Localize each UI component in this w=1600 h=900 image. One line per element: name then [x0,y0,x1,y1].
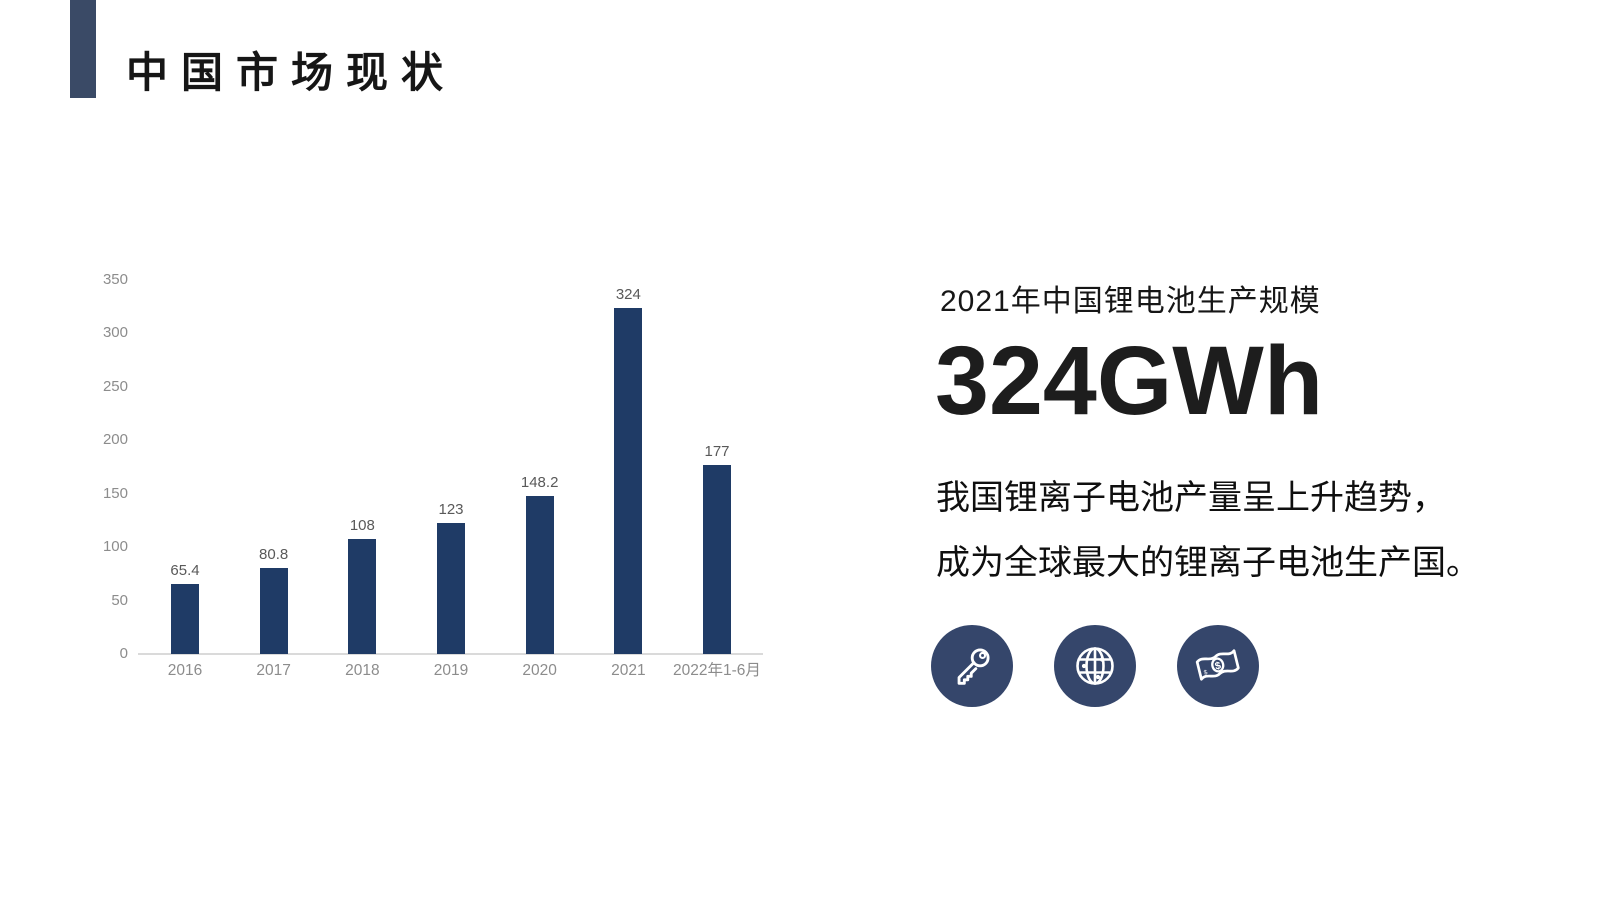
body-text-line-2: 成为全球最大的锂离子电池生产国。 [936,544,1480,582]
x-axis-line [138,653,763,655]
icons-row: $ $ [931,625,1259,707]
globe-icon [1054,625,1136,707]
x-axis-category-label: 2022年1-6月 [673,662,761,679]
bar-2019 [437,522,465,654]
svg-text:$: $ [1203,669,1209,677]
bar-value-label: 123 [438,500,464,518]
page-title: 中国市场现状 [126,49,457,96]
bar-2022年1-6月 [703,464,731,654]
banknote-icon: $ $ [1177,625,1259,707]
x-axis-category-label: 2016 [167,662,203,679]
stat-headline-value: 324GWh [935,326,1324,435]
x-axis-category-label: 2020 [522,662,557,679]
y-axis-tick-label: 200 [102,431,128,449]
y-axis-tick-label: 100 [102,538,128,556]
bar-value-label: 177 [704,442,730,460]
bar-chart: 0 50 100 150 200 250 300 350 65.4 2016 80.8 2017 108… [100,260,800,700]
x-axis-category-label: 2019 [433,662,469,679]
bar-2020 [525,495,554,654]
y-axis-tick-label: 150 [102,484,128,502]
bar-value-label: 324 [615,285,641,303]
y-axis-tick-label: 350 [102,271,128,288]
y-axis-tick-label: 50 [111,591,128,609]
x-axis-category-label: 2018 [345,662,380,679]
y-axis-tick-label: 0 [119,645,128,662]
x-axis-category-label: 2021 [611,662,646,679]
stat-subtitle: 2021年中国锂电池生产规模 [940,285,1321,318]
bar-2017 [259,567,288,654]
bar-value-label: 148.2 [520,473,559,491]
bar-2016 [171,584,199,654]
svg-text:$: $ [1214,661,1222,673]
bar-value-label: 80.8 [259,545,289,563]
x-axis-category-label: 2017 [256,662,291,679]
bar-value-label: 65.4 [170,562,200,580]
bar-2018 [348,538,377,654]
title-accent-bar [70,0,96,98]
bar-value-label: 108 [349,516,375,534]
body-text-line-1: 我国锂离子电池产量呈上升趋势， [936,479,1446,517]
y-axis-tick-label: 300 [102,324,128,342]
y-axis-tick-label: 250 [102,377,128,395]
key-icon [931,625,1013,707]
bar-2021 [614,307,643,654]
